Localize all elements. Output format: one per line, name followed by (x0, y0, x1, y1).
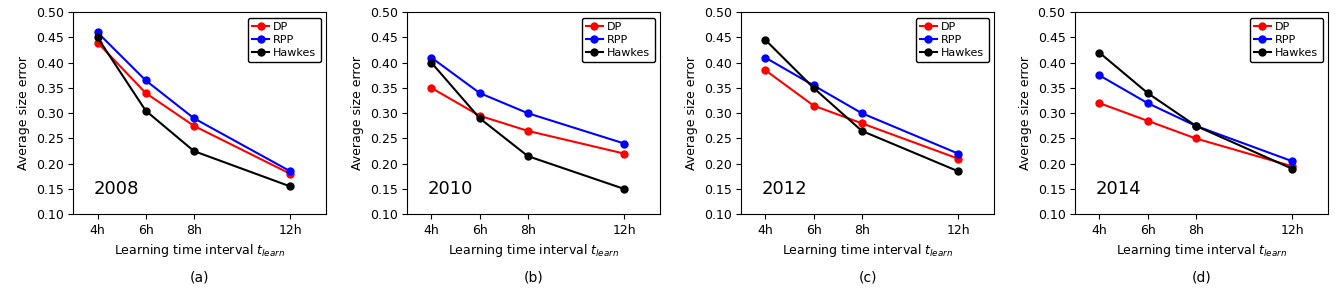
Line: RPP: RPP (429, 54, 627, 147)
DP (805, 104, 821, 107)
Hawkes (951, 170, 967, 173)
Legend: DP, RPP, Hawkes: DP, RPP, Hawkes (1250, 18, 1323, 62)
Line: DP: DP (762, 67, 961, 162)
X-axis label: Learning time interval $t_{learn}$: Learning time interval $t_{learn}$ (782, 242, 953, 259)
X-axis label: Learning time interval $t_{learn}$: Learning time interval $t_{learn}$ (1116, 242, 1287, 259)
RPP (519, 111, 535, 115)
DP (1284, 164, 1300, 168)
Y-axis label: Average size error: Average size error (351, 56, 364, 170)
DP (138, 91, 154, 95)
Hawkes (186, 149, 202, 153)
RPP (617, 142, 633, 145)
DP (89, 41, 105, 44)
Hawkes (757, 38, 773, 42)
Line: RPP: RPP (762, 54, 961, 157)
Hawkes (89, 36, 105, 39)
Hawkes (1140, 91, 1156, 95)
RPP (138, 79, 154, 82)
Text: (b): (b) (525, 271, 543, 285)
RPP (282, 170, 298, 173)
Text: (d): (d) (1192, 271, 1212, 285)
DP (757, 69, 773, 72)
Hawkes (1284, 167, 1300, 170)
Legend: DP, RPP, Hawkes: DP, RPP, Hawkes (248, 18, 320, 62)
Line: DP: DP (429, 84, 627, 157)
Hawkes (617, 187, 633, 191)
Line: Hawkes: Hawkes (1096, 49, 1296, 172)
DP (617, 152, 633, 155)
Text: 2012: 2012 (761, 180, 808, 198)
Hawkes (854, 129, 870, 133)
Line: Hawkes: Hawkes (429, 59, 627, 192)
Hawkes (1188, 124, 1204, 128)
Hawkes (282, 185, 298, 188)
DP (423, 86, 439, 90)
Hawkes (138, 109, 154, 113)
Hawkes (805, 86, 821, 90)
RPP (757, 56, 773, 59)
Line: Hawkes: Hawkes (93, 34, 294, 190)
Line: RPP: RPP (93, 29, 294, 175)
Y-axis label: Average size error: Average size error (17, 56, 31, 170)
Text: 2014: 2014 (1096, 180, 1141, 198)
Y-axis label: Average size error: Average size error (685, 56, 698, 170)
Hawkes (1092, 51, 1108, 54)
Text: 2010: 2010 (427, 180, 473, 198)
RPP (951, 152, 967, 155)
Text: (a): (a) (190, 271, 210, 285)
Line: DP: DP (93, 39, 294, 177)
Hawkes (423, 61, 439, 65)
RPP (1284, 159, 1300, 163)
RPP (854, 111, 870, 115)
RPP (805, 84, 821, 87)
DP (1092, 101, 1108, 105)
Y-axis label: Average size error: Average size error (1019, 56, 1032, 170)
RPP (1188, 124, 1204, 128)
RPP (1092, 73, 1108, 77)
Text: (c): (c) (858, 271, 877, 285)
RPP (186, 116, 202, 120)
DP (951, 157, 967, 160)
DP (854, 121, 870, 125)
X-axis label: Learning time interval $t_{learn}$: Learning time interval $t_{learn}$ (449, 242, 619, 259)
Legend: DP, RPP, Hawkes: DP, RPP, Hawkes (582, 18, 655, 62)
RPP (1140, 101, 1156, 105)
RPP (471, 91, 487, 95)
DP (282, 172, 298, 176)
DP (1140, 119, 1156, 123)
Line: Hawkes: Hawkes (762, 36, 961, 175)
Line: RPP: RPP (1096, 72, 1296, 165)
Legend: DP, RPP, Hawkes: DP, RPP, Hawkes (916, 18, 989, 62)
DP (1188, 136, 1204, 140)
Hawkes (519, 154, 535, 158)
DP (519, 129, 535, 133)
RPP (89, 31, 105, 34)
Line: DP: DP (1096, 100, 1296, 170)
DP (471, 114, 487, 118)
DP (186, 124, 202, 128)
Hawkes (471, 116, 487, 120)
X-axis label: Learning time interval $t_{learn}$: Learning time interval $t_{learn}$ (115, 242, 286, 259)
Text: 2008: 2008 (93, 180, 139, 198)
RPP (423, 56, 439, 59)
